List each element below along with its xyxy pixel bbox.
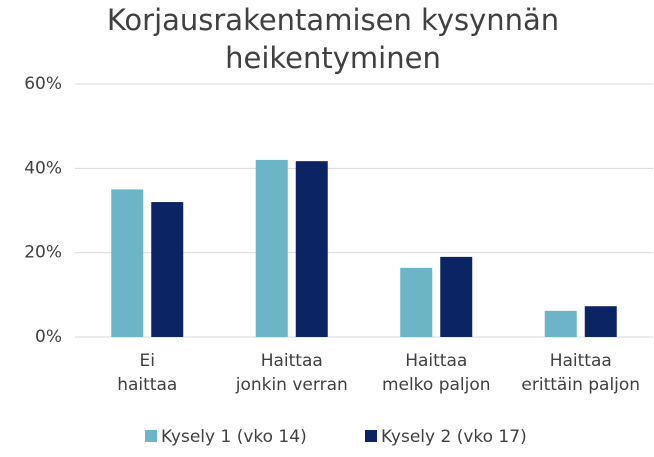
legend-swatch	[145, 430, 157, 442]
x-tick-label: Ei haittaa	[117, 351, 177, 395]
chart-title: Korjausrakentamisen kysynnän heikentymine…	[107, 3, 559, 75]
legend-label: Kysely 2 (vko 17)	[381, 427, 527, 447]
bar	[151, 202, 184, 337]
bar	[111, 189, 144, 337]
y-tick-label: 60%	[24, 74, 62, 94]
bar	[400, 267, 433, 337]
y-tick-label: 0%	[35, 327, 62, 347]
bar	[255, 159, 288, 337]
y-tick-label: 40%	[24, 158, 62, 178]
bar	[440, 256, 473, 337]
bar	[584, 306, 617, 337]
x-tick-label: Haittaa melko paljon	[382, 351, 491, 395]
y-tick-label: 20%	[24, 243, 62, 263]
legend-swatch	[365, 430, 377, 442]
bar	[295, 161, 328, 337]
bar	[544, 310, 577, 337]
x-tick-label: Haittaa erittäin paljon	[521, 351, 640, 395]
x-tick-label: Haittaa jonkin verran	[235, 351, 348, 395]
legend-label: Kysely 1 (vko 14)	[161, 427, 307, 447]
